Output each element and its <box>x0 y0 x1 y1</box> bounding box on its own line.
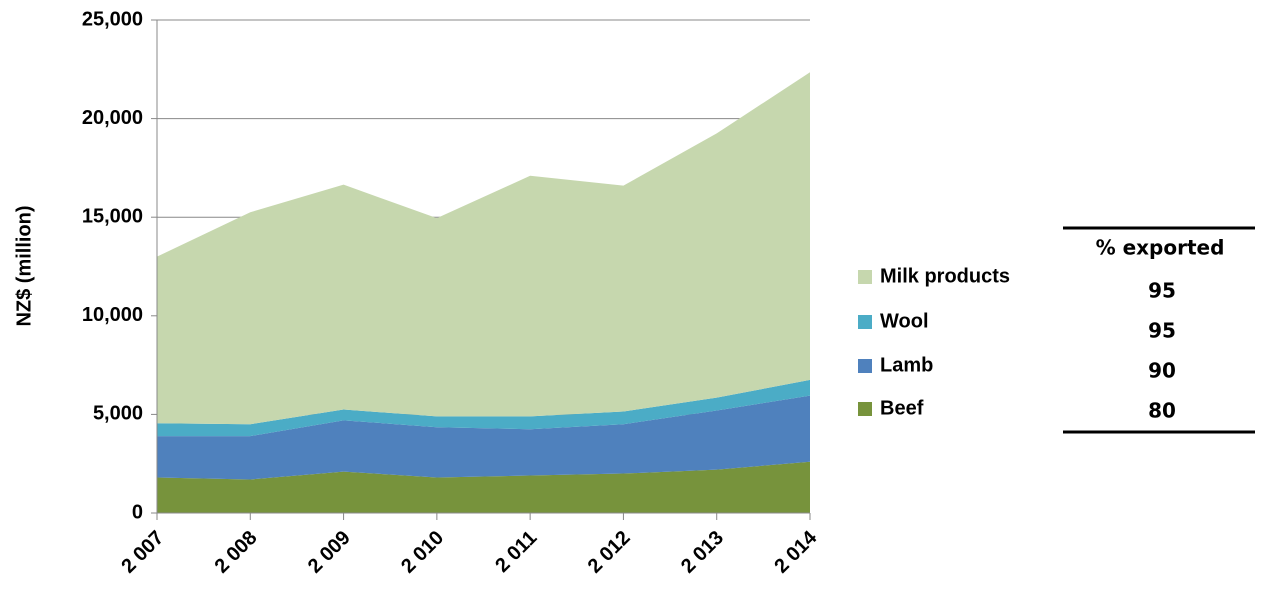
table-value: 90 <box>1148 359 1176 383</box>
y-tick-label: 15,000 <box>82 205 143 227</box>
x-tick-label: 2 011 <box>491 527 541 577</box>
area <box>157 72 810 425</box>
y-tick-label: 5,000 <box>93 403 143 425</box>
y-tick-label: 10,000 <box>82 304 143 326</box>
y-tick-label: 0 <box>132 501 143 523</box>
legend-label: Lamb <box>880 354 933 376</box>
legend-label: Wool <box>880 310 929 332</box>
y-tick-label: 25,000 <box>82 8 143 30</box>
x-tick-label: 2 009 <box>304 527 355 578</box>
area <box>157 461 810 513</box>
legend-label: Milk products <box>880 265 1010 287</box>
legend-swatch <box>858 359 872 373</box>
legend-swatch <box>858 270 872 284</box>
y-tick-label: 20,000 <box>82 107 143 129</box>
x-tick-label: 2 013 <box>677 527 728 578</box>
table-value: 95 <box>1148 279 1176 303</box>
area <box>157 395 810 480</box>
x-tick-label: 2 014 <box>770 526 822 578</box>
x-tick-label: 2 008 <box>211 527 262 578</box>
x-tick-label: 2 007 <box>117 527 168 578</box>
x-tick-label: 2 010 <box>397 527 448 578</box>
legend-label: Beef <box>880 397 924 419</box>
table-header: % exported <box>1096 236 1225 260</box>
x-tick-label: 2 012 <box>584 527 635 578</box>
legend-swatch <box>858 402 872 416</box>
y-axis-label: NZ$ (million) <box>13 205 35 326</box>
table-value: 95 <box>1148 319 1176 343</box>
legend-swatch <box>858 315 872 329</box>
table-value: 80 <box>1148 399 1176 423</box>
area <box>157 379 810 437</box>
